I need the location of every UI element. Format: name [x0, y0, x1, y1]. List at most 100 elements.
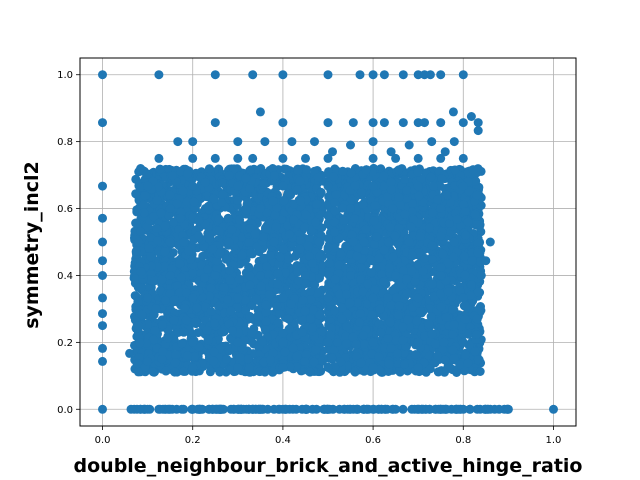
data-point — [312, 199, 322, 209]
data-point — [437, 345, 447, 355]
data-point — [392, 293, 401, 302]
data-point — [209, 347, 219, 357]
data-point — [412, 316, 422, 326]
data-point — [288, 343, 298, 353]
data-point — [175, 259, 185, 269]
data-point — [209, 194, 219, 204]
data-point — [359, 339, 369, 349]
data-point — [261, 307, 271, 317]
data-point — [296, 196, 306, 206]
data-point — [225, 275, 235, 285]
data-point — [179, 366, 189, 376]
data-point — [131, 218, 141, 228]
data-point — [337, 303, 347, 313]
data-point — [246, 248, 256, 258]
data-point — [169, 217, 179, 227]
data-point — [164, 210, 173, 220]
data-point — [149, 212, 159, 222]
data-point — [353, 298, 362, 308]
data-point — [283, 254, 293, 264]
data-point — [301, 350, 311, 360]
data-point — [167, 264, 177, 274]
data-point — [165, 237, 175, 247]
data-point — [380, 343, 390, 353]
data-point — [150, 326, 160, 335]
data-point — [311, 345, 321, 355]
data-point — [386, 344, 396, 353]
data-point — [273, 318, 283, 328]
data-point — [171, 350, 181, 360]
data-point — [243, 354, 253, 364]
data-point — [176, 272, 186, 282]
data-point — [221, 254, 231, 264]
data-point — [250, 229, 260, 238]
data-point — [191, 317, 201, 327]
data-point — [183, 246, 193, 256]
data-point — [214, 301, 223, 311]
data-point — [280, 347, 290, 357]
data-point — [206, 283, 216, 293]
data-point — [131, 189, 141, 199]
data-point — [144, 243, 154, 253]
data-point — [175, 213, 185, 223]
data-point — [456, 321, 466, 331]
data-point — [223, 213, 233, 223]
data-point — [298, 314, 307, 324]
data-point — [374, 253, 384, 263]
data-point — [133, 297, 143, 307]
data-point — [444, 218, 454, 228]
data-point — [268, 164, 278, 173]
data-point — [279, 244, 289, 254]
data-point — [209, 356, 219, 366]
data-point — [132, 207, 142, 217]
data-point — [156, 286, 165, 296]
data-point — [170, 358, 180, 368]
data-point — [141, 338, 151, 348]
data-point — [262, 261, 272, 271]
data-point — [140, 191, 150, 201]
data-point — [155, 164, 165, 174]
data-point — [136, 267, 146, 277]
data-point — [152, 195, 162, 205]
data-point — [270, 171, 279, 181]
data-point — [244, 262, 254, 272]
data-point — [352, 251, 362, 261]
data-point — [156, 208, 166, 218]
data-point — [292, 185, 302, 195]
data-point — [151, 304, 161, 314]
data-point — [237, 250, 247, 260]
data-point — [229, 164, 239, 174]
data-point — [466, 280, 476, 289]
data-point — [302, 165, 311, 175]
data-point — [245, 184, 255, 194]
data-point — [214, 214, 224, 224]
data-point — [254, 263, 264, 273]
data-point — [259, 179, 269, 189]
data-point — [258, 253, 268, 263]
data-point — [182, 196, 192, 206]
data-point — [438, 249, 448, 259]
data-point — [272, 203, 282, 213]
data-point — [131, 174, 141, 184]
data-point — [464, 328, 474, 338]
data-point — [295, 235, 305, 245]
data-point — [212, 256, 222, 266]
data-point — [262, 208, 272, 218]
data-point — [180, 303, 190, 313]
data-point — [136, 283, 146, 293]
data-point — [275, 252, 285, 262]
data-point — [222, 354, 232, 364]
data-point — [420, 331, 430, 341]
data-point — [150, 276, 160, 286]
data-point — [163, 333, 173, 343]
data-point — [137, 310, 147, 320]
data-point — [200, 273, 209, 283]
data-point — [358, 200, 368, 209]
data-point — [294, 343, 304, 353]
data-point — [298, 295, 308, 305]
data-point — [300, 306, 310, 316]
data-point — [410, 276, 420, 286]
data-point — [176, 167, 186, 177]
data-point — [268, 196, 278, 206]
